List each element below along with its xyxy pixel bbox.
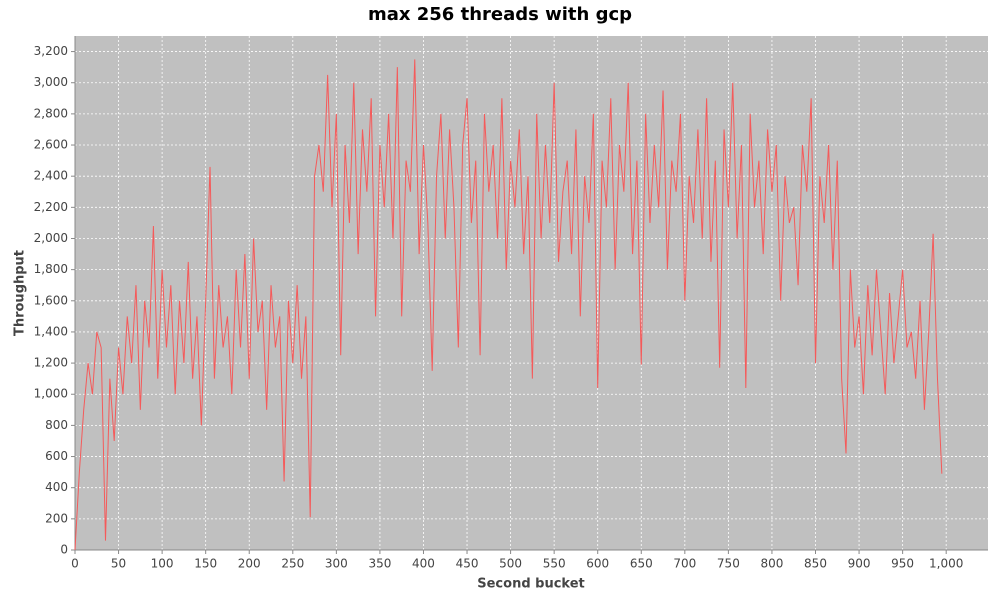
x-tick-label: 750 — [717, 557, 740, 571]
y-tick-label: 2,400 — [34, 169, 68, 183]
y-tick-label: 1,600 — [34, 293, 68, 307]
x-tick-label: 50 — [111, 557, 126, 571]
x-tick-label: 400 — [412, 557, 435, 571]
y-axis-label: Throughput — [13, 250, 28, 336]
x-tick-label: 350 — [368, 557, 391, 571]
y-tick-label: 1,000 — [34, 387, 68, 401]
y-tick-label: 2,800 — [34, 106, 68, 120]
x-tick-label: 500 — [499, 557, 522, 571]
y-tick-label: 800 — [45, 418, 68, 432]
y-tick-label: 1,400 — [34, 324, 68, 338]
x-tick-label: 800 — [760, 557, 783, 571]
x-axis-label: Second bucket — [477, 577, 585, 592]
x-tick-label: 100 — [151, 557, 174, 571]
x-tick-label: 1,000 — [929, 557, 963, 571]
y-tick-label: 3,200 — [34, 44, 68, 58]
x-tick-label: 550 — [543, 557, 566, 571]
y-tick-label: 2,000 — [34, 231, 68, 245]
x-tick-label: 450 — [456, 557, 479, 571]
chart-title: max 256 threads with gcp — [368, 4, 632, 25]
x-tick-label: 900 — [848, 557, 871, 571]
y-tick-label: 200 — [45, 511, 68, 525]
x-tick-label: 850 — [804, 557, 827, 571]
y-tick-label: 1,200 — [34, 356, 68, 370]
data-line — [74, 59, 943, 551]
x-tick-label: 0 — [71, 557, 79, 571]
x-tick-label: 200 — [238, 557, 261, 571]
y-tick-label: 3,000 — [34, 75, 68, 89]
x-tick-label: 300 — [325, 557, 348, 571]
y-tick-label: 600 — [45, 449, 68, 463]
y-tick-label: 400 — [45, 480, 68, 494]
plot-area — [75, 36, 988, 550]
x-tick-label: 700 — [673, 557, 696, 571]
y-tick-label: 0 — [60, 543, 68, 557]
x-tick-label: 250 — [281, 557, 304, 571]
x-tick-label: 150 — [194, 557, 217, 571]
y-tick-label: 2,600 — [34, 138, 68, 152]
x-tick-label: 950 — [891, 557, 914, 571]
x-tick-label: 650 — [630, 557, 653, 571]
y-tick-label: 2,200 — [34, 200, 68, 214]
x-tick-label: 600 — [586, 557, 609, 571]
y-tick-label: 1,800 — [34, 262, 68, 276]
